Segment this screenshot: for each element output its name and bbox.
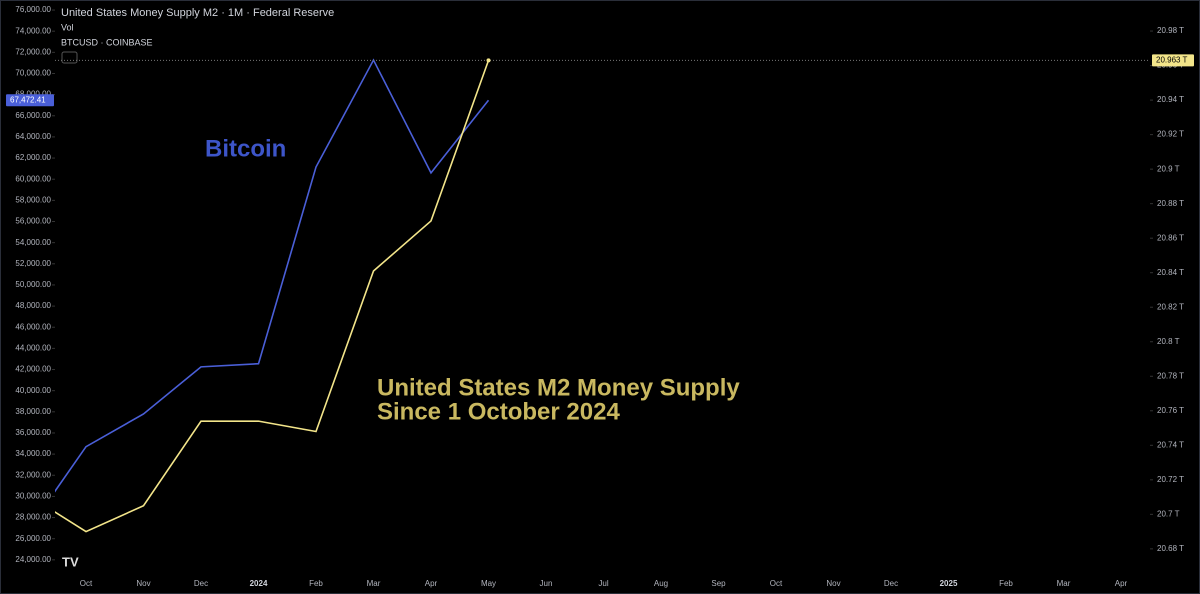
y2-tick-label: 20.8 T (1157, 337, 1180, 346)
price-label: 67,472.41 (10, 95, 46, 104)
plot-area (55, 58, 490, 533)
collapse-button[interactable] (61, 51, 78, 64)
y-tick-label: 58,000.00 (15, 195, 51, 204)
y-tick-label: 36,000.00 (15, 428, 51, 437)
y2-tick-label: 20.84 T (1157, 268, 1184, 277)
y-tick-label: 32,000.00 (15, 470, 51, 479)
y-tick-label: 56,000.00 (15, 217, 51, 226)
y-tick-label: 24,000.00 (15, 555, 51, 564)
annotation: United States M2 Money Supply (377, 374, 740, 401)
y-tick-label: 72,000.00 (15, 47, 51, 56)
y-tick-label: 60,000.00 (15, 174, 51, 183)
annotation: Since 1 October 2024 (377, 398, 620, 425)
y2-tick-label: 20.74 T (1157, 440, 1184, 449)
y-tick-label: 64,000.00 (15, 132, 51, 141)
x-tick-label: Feb (309, 579, 323, 588)
y2-tick-label: 20.94 T (1157, 95, 1184, 104)
x-tick-label: Oct (80, 579, 93, 588)
series-line (55, 58, 490, 493)
logo: TV (62, 554, 79, 569)
y2-tick-label: 20.92 T (1157, 130, 1184, 139)
y-tick-label: 50,000.00 (15, 280, 51, 289)
x-tick-label: Aug (654, 579, 668, 588)
x-tick-label: Sep (711, 579, 726, 588)
x-tick-label: Apr (1115, 579, 1128, 588)
y-tick-label: 46,000.00 (15, 322, 51, 331)
series-line (55, 60, 490, 533)
x-tick-label: Apr (425, 579, 438, 588)
y2-tick-label: 20.68 T (1157, 544, 1184, 553)
x-tick-label: 2024 (250, 579, 268, 588)
y2-tick-label: 20.7 T (1157, 509, 1180, 518)
y-tick-label: 42,000.00 (15, 365, 51, 374)
y-tick-label: 70,000.00 (15, 69, 51, 78)
y-tick-label: 54,000.00 (15, 238, 51, 247)
last-point (486, 58, 491, 63)
x-tick-label: Mar (367, 579, 381, 588)
annotation: Bitcoin (205, 135, 286, 162)
y-tick-label: 66,000.00 (15, 111, 51, 120)
y2-tick-label: 20.86 T (1157, 233, 1184, 242)
y2-tick-label: 20.82 T (1157, 302, 1184, 311)
y-tick-label: 34,000.00 (15, 449, 51, 458)
y-tick-label: 28,000.00 (15, 513, 51, 522)
x-tick-label: Feb (999, 579, 1013, 588)
x-tick-label: Nov (136, 579, 150, 588)
y-tick-label: 76,000.00 (15, 5, 51, 14)
y-tick-label: 40,000.00 (15, 386, 51, 395)
y-tick-label: 30,000.00 (15, 492, 51, 501)
y-tick-label: 26,000.00 (15, 534, 51, 543)
y-tick-label: 74,000.00 (15, 26, 51, 35)
y2-tick-label: 20.9 T (1157, 164, 1180, 173)
price-label-box (6, 94, 54, 107)
x-tick-label: Oct (770, 579, 783, 588)
y-tick-label: 48,000.00 (15, 301, 51, 310)
x-tick-label: Dec (194, 579, 208, 588)
x-tick-label: Jul (598, 579, 608, 588)
subtitle: Vol (61, 22, 74, 32)
chart-title: United States Money Supply M2 · 1M · Fed… (61, 7, 334, 19)
y-tick-label: 62,000.00 (15, 153, 51, 162)
x-tick-label: May (481, 579, 496, 588)
x-tick-label: Nov (826, 579, 840, 588)
y-tick-label: 38,000.00 (15, 407, 51, 416)
y2-tick-label: 20.78 T (1157, 371, 1184, 380)
y2-tick-label: 20.76 T (1157, 406, 1184, 415)
price-label: 20.963 T (1156, 56, 1188, 65)
x-tick-label: Mar (1057, 579, 1071, 588)
symbol: BTCUSD · COINBASE (61, 37, 153, 47)
y2-tick-label: 20.98 T (1157, 26, 1184, 35)
y2-tick-label: 20.72 T (1157, 475, 1184, 484)
x-tick-label: 2025 (940, 579, 958, 588)
y-tick-label: 44,000.00 (15, 343, 51, 352)
y-tick-label: 52,000.00 (15, 259, 51, 268)
x-tick-label: Jun (540, 579, 553, 588)
x-tick-label: Dec (884, 579, 898, 588)
y2-tick-label: 20.88 T (1157, 199, 1184, 208)
price-label-box (1152, 54, 1194, 67)
